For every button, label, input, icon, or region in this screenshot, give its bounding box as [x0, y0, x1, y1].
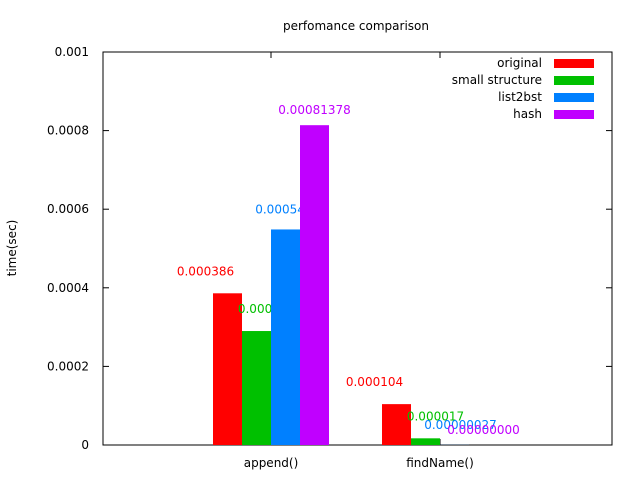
- y-tick-label: 0.0002: [47, 359, 89, 373]
- bar-small-structure: [411, 438, 440, 445]
- bar-list2bst: [271, 229, 300, 445]
- plot-area: 0 0.0002 0.0004 0.0006 0.0008 0.001 append() 0.…: [47, 45, 613, 470]
- plot-border: [102, 51, 613, 446]
- bar-small-structure: [242, 331, 271, 445]
- data-label: 0.000386: [177, 264, 234, 278]
- data-label: 0.00081378: [278, 103, 351, 117]
- y-tick-label: 0.001: [55, 45, 89, 59]
- legend-label: list2bst: [498, 90, 542, 104]
- legend-swatch: [554, 93, 594, 102]
- bar-hash: [300, 125, 329, 446]
- legend-swatch: [554, 110, 594, 119]
- legend: original small structure list2bst hash: [452, 56, 594, 121]
- y-tick-label: 0: [81, 438, 89, 452]
- y-tick-label: 0.0008: [47, 124, 89, 138]
- legend-label: small structure: [452, 73, 542, 87]
- bar-original: [213, 293, 242, 445]
- legend-label: hash: [513, 107, 542, 121]
- data-label: 0.000104: [346, 375, 403, 389]
- y-axis-label: time(sec): [5, 220, 19, 277]
- legend-label: original: [497, 56, 542, 70]
- legend-swatch: [554, 76, 594, 85]
- bar-original: [382, 404, 411, 445]
- data-label: 0.00000000: [447, 423, 520, 437]
- y-tick-label: 0.0004: [47, 281, 89, 295]
- data-label: 0.00000027: [424, 418, 497, 432]
- y-tick-label: 0.0006: [47, 202, 89, 216]
- data-label: 0.000017: [407, 409, 464, 423]
- x-tick-label: append(): [244, 456, 299, 470]
- legend-swatch: [554, 59, 594, 68]
- x-tick-label: findName(): [406, 456, 474, 470]
- chart-title: perfomance comparison: [283, 19, 429, 33]
